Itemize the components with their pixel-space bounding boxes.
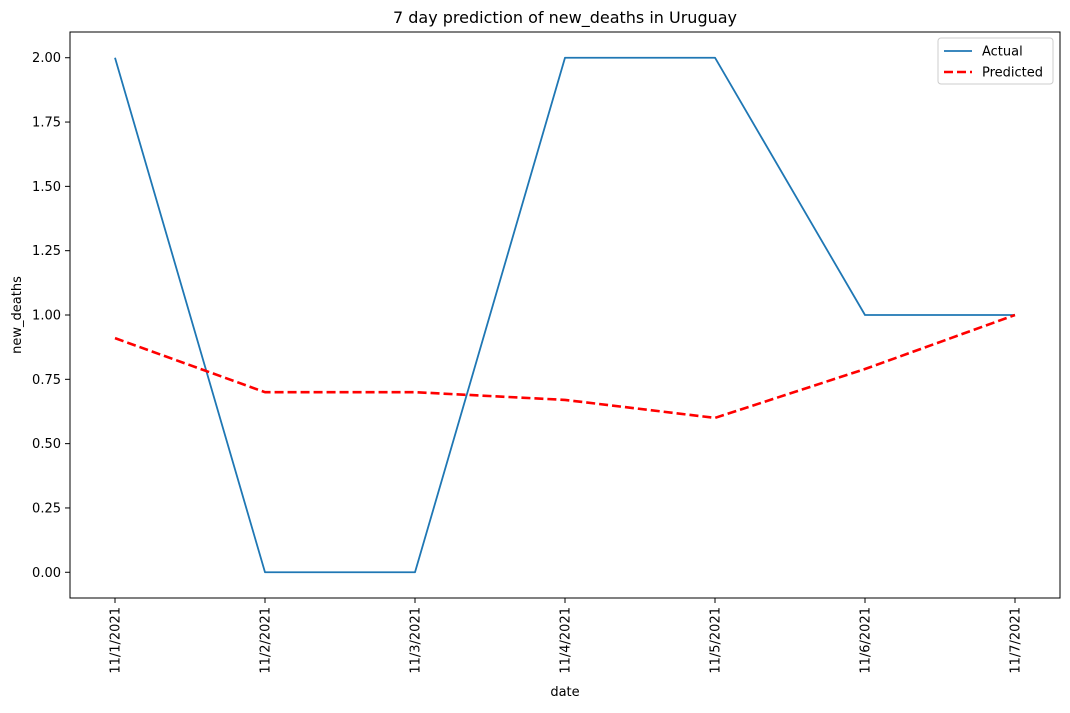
x-axis-label: date [550,685,579,700]
chart-title: 7 day prediction of new_deaths in Urugua… [393,8,737,28]
y-tick-label: 1.00 [32,309,61,324]
plot-area: 0.00 0.25 0.50 0.75 1.00 1.25 1.50 1.75 2.00 11/1… [32,31,1061,674]
axes-frame [69,31,1061,599]
y-tick-label: 1.25 [32,244,61,259]
y-tick-label: 0.50 [32,437,61,452]
series-line-actual [114,56,1015,574]
y-axis-label: new_deaths [10,276,25,354]
x-tick-label: 11/5/2021 [709,607,724,674]
legend-box [937,37,1054,85]
x-tick-label: 11/3/2021 [409,607,424,674]
y-tick-label: 2.00 [32,51,61,66]
y-tick-label: 0.75 [32,373,61,388]
y-tick-label: 0.00 [32,566,61,581]
x-tick-label: 11/2/2021 [259,607,274,674]
x-tick-label: 11/7/2021 [1009,607,1024,674]
y-tick-label: 1.75 [32,116,61,131]
y-tick-label: 1.50 [32,180,61,195]
series-line-predicted [114,313,1016,420]
y-tick-label: 0.25 [32,501,61,516]
x-tick-label: 11/6/2021 [859,607,874,674]
legend-label-actual: Actual [982,45,1023,60]
x-tick-label: 11/1/2021 [109,607,124,674]
legend-label-predicted: Predicted [982,66,1043,81]
x-tick-label: 11/4/2021 [559,607,574,674]
legend: Actual Predicted [937,37,1054,85]
